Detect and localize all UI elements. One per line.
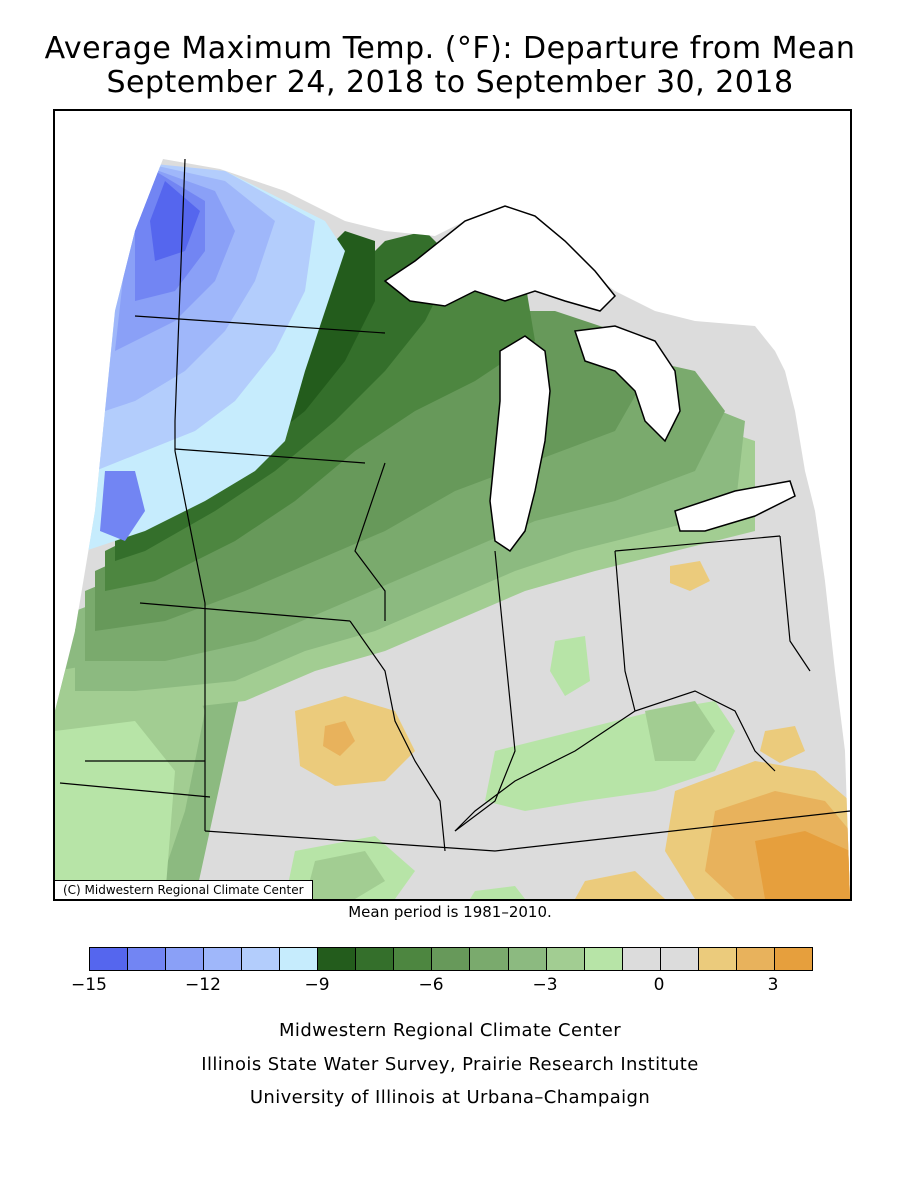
- map-copyright: (C) Midwestern Regional Climate Center: [55, 880, 313, 899]
- legend-swatch: [280, 948, 319, 970]
- mean-period-note: Mean period is 1981–2010.: [348, 903, 552, 921]
- footer-org: Midwestern Regional Climate Center: [278, 1020, 622, 1041]
- legend-swatch: [90, 948, 129, 970]
- legend-swatch: [546, 948, 585, 970]
- lake-erie: [674, 480, 796, 532]
- legend-tick-label: −9: [304, 975, 330, 995]
- legend-tick-label: −12: [185, 975, 221, 995]
- legend-swatch: [128, 948, 167, 970]
- great-lakes: [383, 205, 796, 553]
- legend-tick-label: −6: [418, 975, 444, 995]
- legend-tick-label: −3: [532, 975, 558, 995]
- lake-superior: [383, 205, 617, 312]
- legend-swatch: [318, 948, 357, 970]
- legend-swatch: [774, 948, 812, 970]
- legend-swatch: [660, 948, 699, 970]
- lake-huron: [573, 325, 681, 443]
- legend-swatch: [698, 948, 737, 970]
- map-subtitle-dates: September 24, 2018 to September 30, 2018: [106, 65, 794, 100]
- legend-swatch: [394, 948, 433, 970]
- lake-michigan: [489, 335, 551, 553]
- state-borders: [59, 158, 850, 852]
- color-legend: [89, 947, 813, 971]
- legend-swatch: [166, 948, 205, 970]
- footer-institute: Illinois State Water Survey, Prairie Res…: [201, 1054, 699, 1075]
- departure-map: [55, 158, 850, 899]
- legend-swatch: [204, 948, 243, 970]
- legend-swatch: [356, 948, 395, 970]
- map-title: Average Maximum Temp. (°F): Departure fr…: [44, 31, 856, 66]
- legend-swatch: [242, 948, 281, 970]
- footer-university: University of Illinois at Urbana–Champai…: [249, 1087, 651, 1108]
- legend-tick-label: −15: [71, 975, 107, 995]
- legend-tick-label: 3: [767, 975, 779, 995]
- legend-swatch: [432, 948, 471, 970]
- legend-swatch: [736, 948, 775, 970]
- legend-swatch: [470, 948, 509, 970]
- legend-swatch: [584, 948, 623, 970]
- legend-tick-label: 0: [653, 975, 665, 995]
- legend-swatch: [508, 948, 547, 970]
- legend-swatch: [622, 948, 661, 970]
- map-panel: (C) Midwestern Regional Climate Center: [53, 109, 852, 901]
